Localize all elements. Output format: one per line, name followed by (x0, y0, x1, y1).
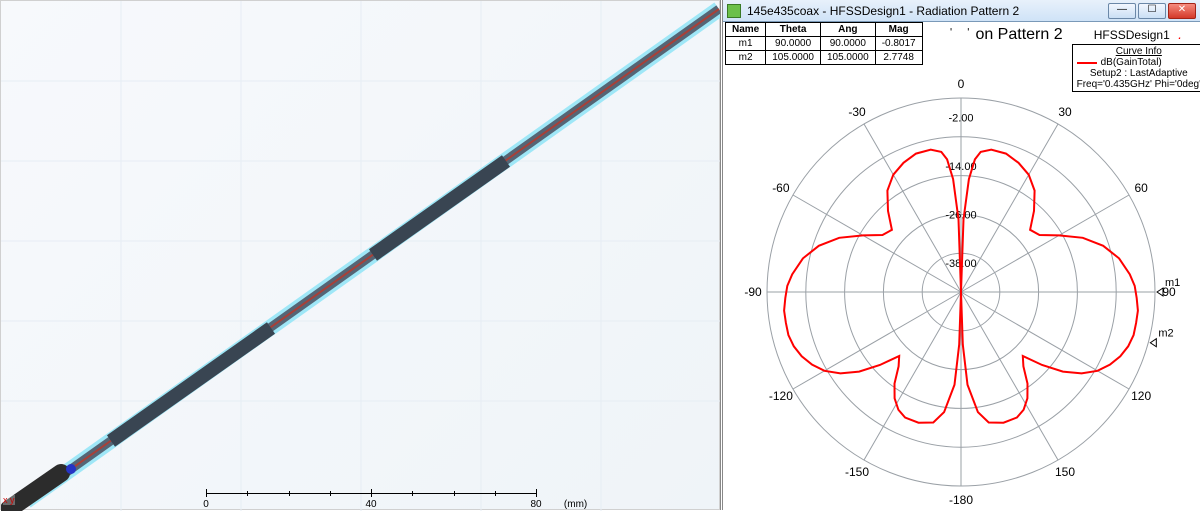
svg-text:-120: -120 (769, 389, 793, 403)
minimize-button[interactable]: — (1108, 3, 1136, 19)
curve-info-title: Curve Info (1077, 46, 1200, 57)
antenna-rendering (1, 1, 721, 511)
radiation-pattern-window: 145e435coax - HFSSDesign1 - Radiation Pa… (720, 0, 1200, 510)
svg-text:-2.00: -2.00 (948, 112, 973, 124)
svg-text:120: 120 (1131, 389, 1151, 403)
svg-text:-30: -30 (848, 105, 866, 119)
svg-text:-90: -90 (744, 285, 762, 299)
curve-setup: Setup2 : LastAdaptive (1077, 68, 1200, 79)
scale-tick-0: 0 (203, 499, 209, 510)
svg-text:m1: m1 (1165, 277, 1180, 289)
curve-freq: Freq='0.435GHz' Phi='0deg' (1077, 79, 1200, 90)
th-ang: Ang (820, 23, 875, 37)
th-mag: Mag (875, 23, 922, 37)
curve-info-box: Curve Info dB(GainTotal) Setup2 : LastAd… (1072, 44, 1200, 92)
th-name: Name (726, 23, 766, 37)
scale-tick-2: 80 (530, 499, 541, 510)
table-row: m2 105.0000 105.0000 2.7748 (726, 51, 923, 65)
polar-chart: 0306090120150-180-150-120-90-60-30-2.00-… (723, 72, 1200, 512)
th-theta: Theta (766, 23, 821, 37)
plot-title: ˈ ˈ on Pattern 2 HFSSDesign1 . (948, 26, 1182, 44)
window-titlebar[interactable]: 145e435coax - HFSSDesign1 - Radiation Pa… (723, 0, 1200, 22)
window-title: 145e435coax - HFSSDesign1 - Radiation Pa… (747, 4, 1108, 18)
svg-text:0: 0 (958, 77, 965, 91)
close-button[interactable]: ✕ (1168, 3, 1196, 19)
svg-text:60: 60 (1134, 181, 1148, 195)
scale-bar: 0 40 80 (mm) (206, 493, 536, 494)
svg-text:-150: -150 (845, 465, 869, 479)
marker-table: Name Theta Ang Mag m1 90.0000 90.0000 -0… (725, 22, 923, 65)
svg-text:m2: m2 (1158, 328, 1173, 340)
scale-unit: (mm) (564, 499, 587, 510)
maximize-button[interactable]: ☐ (1138, 3, 1166, 19)
polar-plot-area[interactable]: ˈ ˈ on Pattern 2 HFSSDesign1 . Curve Inf… (723, 22, 1200, 510)
legend-swatch-icon (1077, 62, 1097, 64)
svg-text:150: 150 (1055, 465, 1075, 479)
table-row: m1 90.0000 90.0000 -0.8017 (726, 37, 923, 51)
svg-text:-26.00: -26.00 (945, 209, 976, 221)
svg-text:-60: -60 (772, 181, 790, 195)
app-icon (727, 4, 741, 18)
scale-tick-1: 40 (365, 499, 376, 510)
curve-name: dB(GainTotal) (1101, 57, 1162, 68)
svg-text:30: 30 (1058, 105, 1072, 119)
svg-text:-180: -180 (949, 493, 973, 507)
model-3d-view[interactable]: x y 0 40 80 (mm) (0, 0, 720, 510)
origin-axis-label: x y (3, 495, 15, 505)
